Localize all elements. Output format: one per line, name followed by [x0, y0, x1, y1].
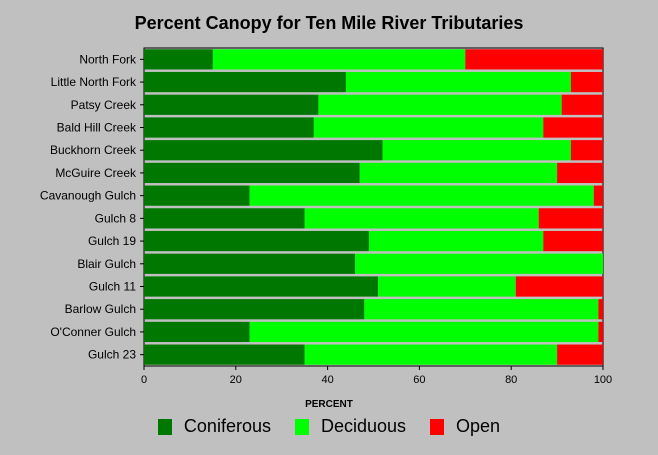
category-label: Gulch 8 — [95, 211, 137, 225]
x-tick-label: 20 — [230, 374, 242, 386]
bar-deciduous-9 — [355, 253, 603, 274]
bar-deciduous-5 — [359, 162, 558, 184]
category-label: Gulch 23 — [88, 348, 136, 362]
bar-coniferous-7 — [144, 208, 305, 229]
bar-open-3 — [543, 117, 603, 138]
bar-coniferous-5 — [144, 162, 360, 184]
bar-deciduous-3 — [313, 117, 544, 138]
bar-coniferous-0 — [144, 49, 213, 70]
bar-deciduous-7 — [304, 208, 539, 229]
category-label: Barlow Gulch — [65, 302, 136, 316]
x-tick-label: 0 — [141, 374, 147, 386]
legend-swatch — [294, 418, 309, 435]
category-label: Cavanough Gulch — [40, 189, 136, 203]
legend-swatch — [430, 418, 445, 435]
bar-open-2 — [561, 94, 603, 115]
legend-label: Deciduous — [320, 416, 407, 436]
bar-deciduous-8 — [368, 230, 544, 252]
bar-deciduous-0 — [212, 49, 466, 70]
legend-label: Open — [456, 416, 501, 436]
bar-open-10 — [515, 276, 603, 297]
bar-deciduous-1 — [345, 71, 571, 93]
bar-deciduous-10 — [378, 276, 516, 297]
category-label: Bald Hill Creek — [57, 121, 137, 135]
bar-coniferous-2 — [144, 94, 319, 115]
legend-label: Coniferous — [183, 416, 271, 436]
bar-open-6 — [593, 185, 603, 206]
category-label: McGuire Creek — [55, 166, 137, 180]
bar-coniferous-13 — [144, 344, 305, 365]
bar-deciduous-11 — [364, 299, 599, 320]
bar-coniferous-10 — [144, 276, 379, 297]
bar-open-0 — [465, 49, 603, 70]
bar-deciduous-6 — [249, 185, 594, 206]
bar-open-8 — [543, 230, 603, 252]
category-label: Gulch 19 — [88, 234, 136, 248]
category-label: Patsy Creek — [71, 98, 137, 112]
bar-coniferous-12 — [144, 321, 250, 343]
bar-open-7 — [538, 208, 603, 229]
category-label: Blair Gulch — [77, 257, 136, 271]
category-label: Gulch 11 — [89, 280, 136, 294]
legend-item-deciduous: Deciduous — [294, 416, 407, 437]
bar-deciduous-12 — [249, 321, 599, 343]
category-label: Little North Fork — [51, 75, 137, 89]
bar-coniferous-6 — [144, 185, 250, 206]
bar-open-12 — [598, 321, 603, 343]
category-label: O'Conner Gulch — [50, 325, 136, 339]
bar-coniferous-9 — [144, 253, 356, 274]
legend: Coniferous Deciduous Open — [0, 416, 658, 437]
bar-coniferous-1 — [144, 71, 346, 93]
legend-item-coniferous: Coniferous — [157, 416, 271, 437]
category-label: North Fork — [79, 52, 137, 66]
bar-coniferous-3 — [144, 117, 314, 138]
bar-open-1 — [570, 71, 603, 93]
bar-open-13 — [557, 344, 603, 365]
x-tick-label: 80 — [505, 374, 517, 386]
bar-deciduous-4 — [382, 140, 571, 161]
bar-deciduous-13 — [304, 344, 558, 365]
bar-open-5 — [557, 162, 603, 184]
legend-swatch — [157, 418, 172, 435]
x-tick-label: 40 — [321, 374, 333, 386]
chart-title: Percent Canopy for Ten Mile River Tribut… — [134, 13, 524, 33]
bar-open-4 — [570, 140, 603, 161]
x-axis-label: PERCENT — [305, 399, 353, 410]
bar-chart: North Fork Little North Fork Patsy Creek Ba… — [40, 47, 612, 386]
bar-deciduous-2 — [318, 94, 562, 115]
x-tick-label: 100 — [594, 374, 612, 386]
bar-open-11 — [598, 299, 603, 320]
bar-coniferous-11 — [144, 299, 365, 320]
category-label: Buckhorn Creek — [50, 143, 137, 157]
bar-coniferous-8 — [144, 230, 369, 252]
legend-item-open: Open — [430, 416, 500, 437]
x-tick-label: 60 — [413, 374, 425, 386]
bar-coniferous-4 — [144, 140, 383, 161]
